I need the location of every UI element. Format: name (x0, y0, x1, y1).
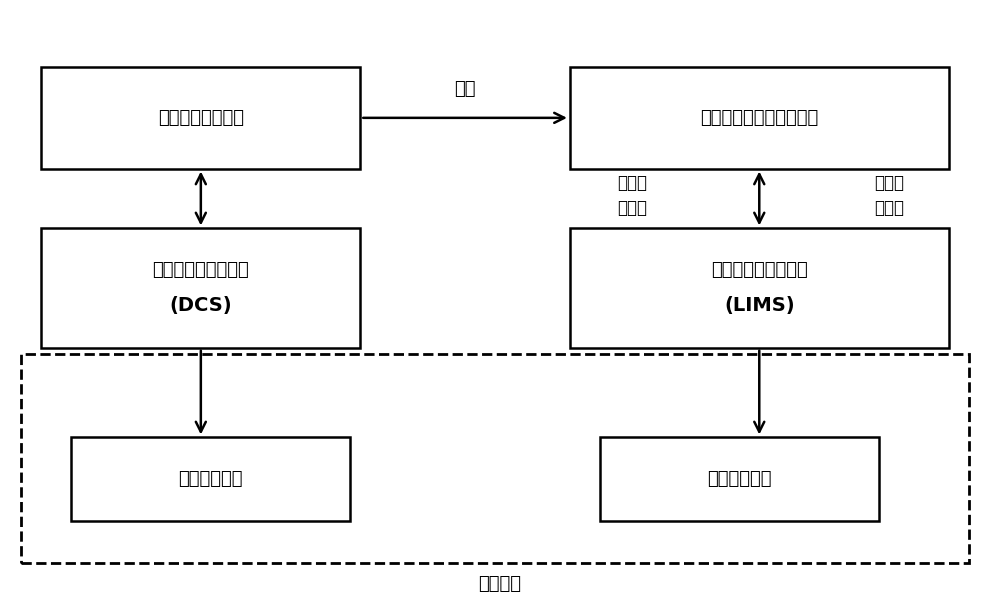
Text: (DCS): (DCS) (170, 296, 232, 316)
Text: 周期长
精度低: 周期长 精度低 (618, 174, 648, 217)
Text: 产品质检数据: 产品质检数据 (707, 470, 772, 488)
Text: 样本少
频率低: 样本少 频率低 (874, 174, 904, 217)
FancyBboxPatch shape (71, 437, 350, 521)
Text: 产品: 产品 (454, 80, 476, 98)
FancyBboxPatch shape (41, 67, 360, 169)
Text: 信息孤岛: 信息孤岛 (479, 575, 522, 593)
Text: (LIMS): (LIMS) (724, 296, 795, 316)
Text: 工程塑料生产装置: 工程塑料生产装置 (158, 109, 244, 127)
FancyBboxPatch shape (600, 437, 879, 521)
Text: 传统实验室化验分析设备: 传统实验室化验分析设备 (700, 109, 818, 127)
FancyBboxPatch shape (570, 67, 949, 169)
FancyBboxPatch shape (570, 229, 949, 348)
Text: 分布式离散控制系统: 分布式离散控制系统 (152, 261, 249, 279)
Text: 过程操作数据: 过程操作数据 (179, 470, 243, 488)
FancyBboxPatch shape (41, 229, 360, 348)
Text: 实验室信息管理系统: 实验室信息管理系统 (711, 261, 808, 279)
